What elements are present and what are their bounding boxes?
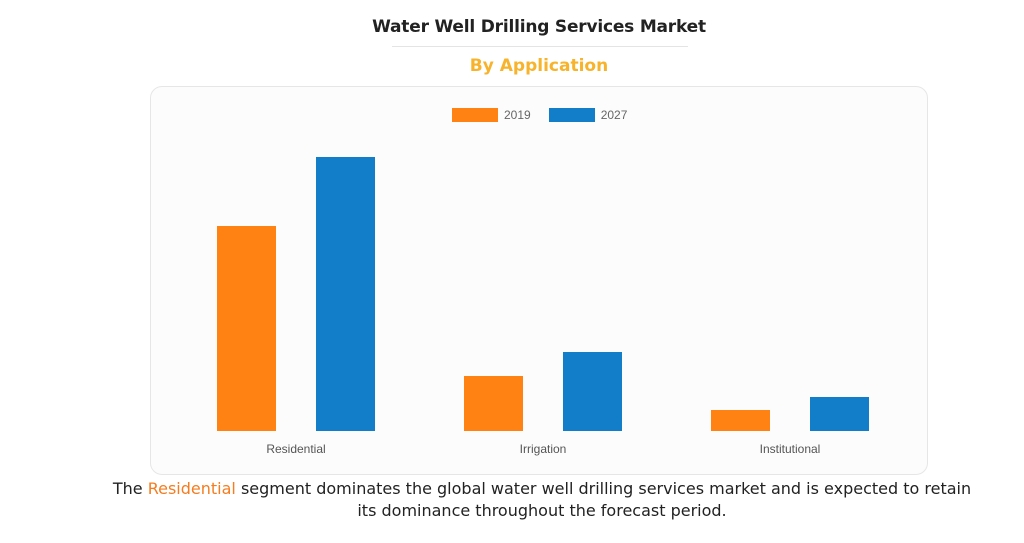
bar-institutional-2019[interactable] xyxy=(711,410,770,431)
chart-subtitle: By Application xyxy=(469,56,609,76)
bar-irrigation-2019[interactable] xyxy=(464,376,523,431)
legend-swatch-2019 xyxy=(452,108,498,122)
caption-line2: its dominance throughout the forecast pe… xyxy=(357,501,727,520)
bar-residential-2027[interactable] xyxy=(316,157,375,431)
legend-label-2019: 2019 xyxy=(504,108,531,122)
legend-label-2027: 2027 xyxy=(600,108,628,122)
chart-title: Water Well Drilling Services Market xyxy=(372,17,706,37)
legend-item-2019[interactable]: 2019 xyxy=(452,108,531,122)
chart-card xyxy=(150,86,928,475)
bar-residential-2019[interactable] xyxy=(217,226,276,431)
legend-item-2027[interactable]: 2027 xyxy=(548,108,628,122)
legend-swatch-2027 xyxy=(548,108,595,122)
x-tick-label-residential: Residential xyxy=(266,442,325,456)
caption-highlight: Residential xyxy=(147,479,236,498)
chart-legend: 2019 2027 xyxy=(452,108,645,122)
title-divider xyxy=(392,46,688,47)
x-tick-label-irrigation: Irrigation xyxy=(520,442,567,456)
x-tick-label-institutional: Institutional xyxy=(760,442,821,456)
bar-irrigation-2027[interactable] xyxy=(563,352,622,431)
bar-institutional-2027[interactable] xyxy=(810,397,869,431)
chart-caption: The Residential segment dominates the gl… xyxy=(40,478,1024,522)
caption-prefix: The xyxy=(112,479,148,498)
caption-line1-rest: segment dominates the global water well … xyxy=(235,479,972,498)
